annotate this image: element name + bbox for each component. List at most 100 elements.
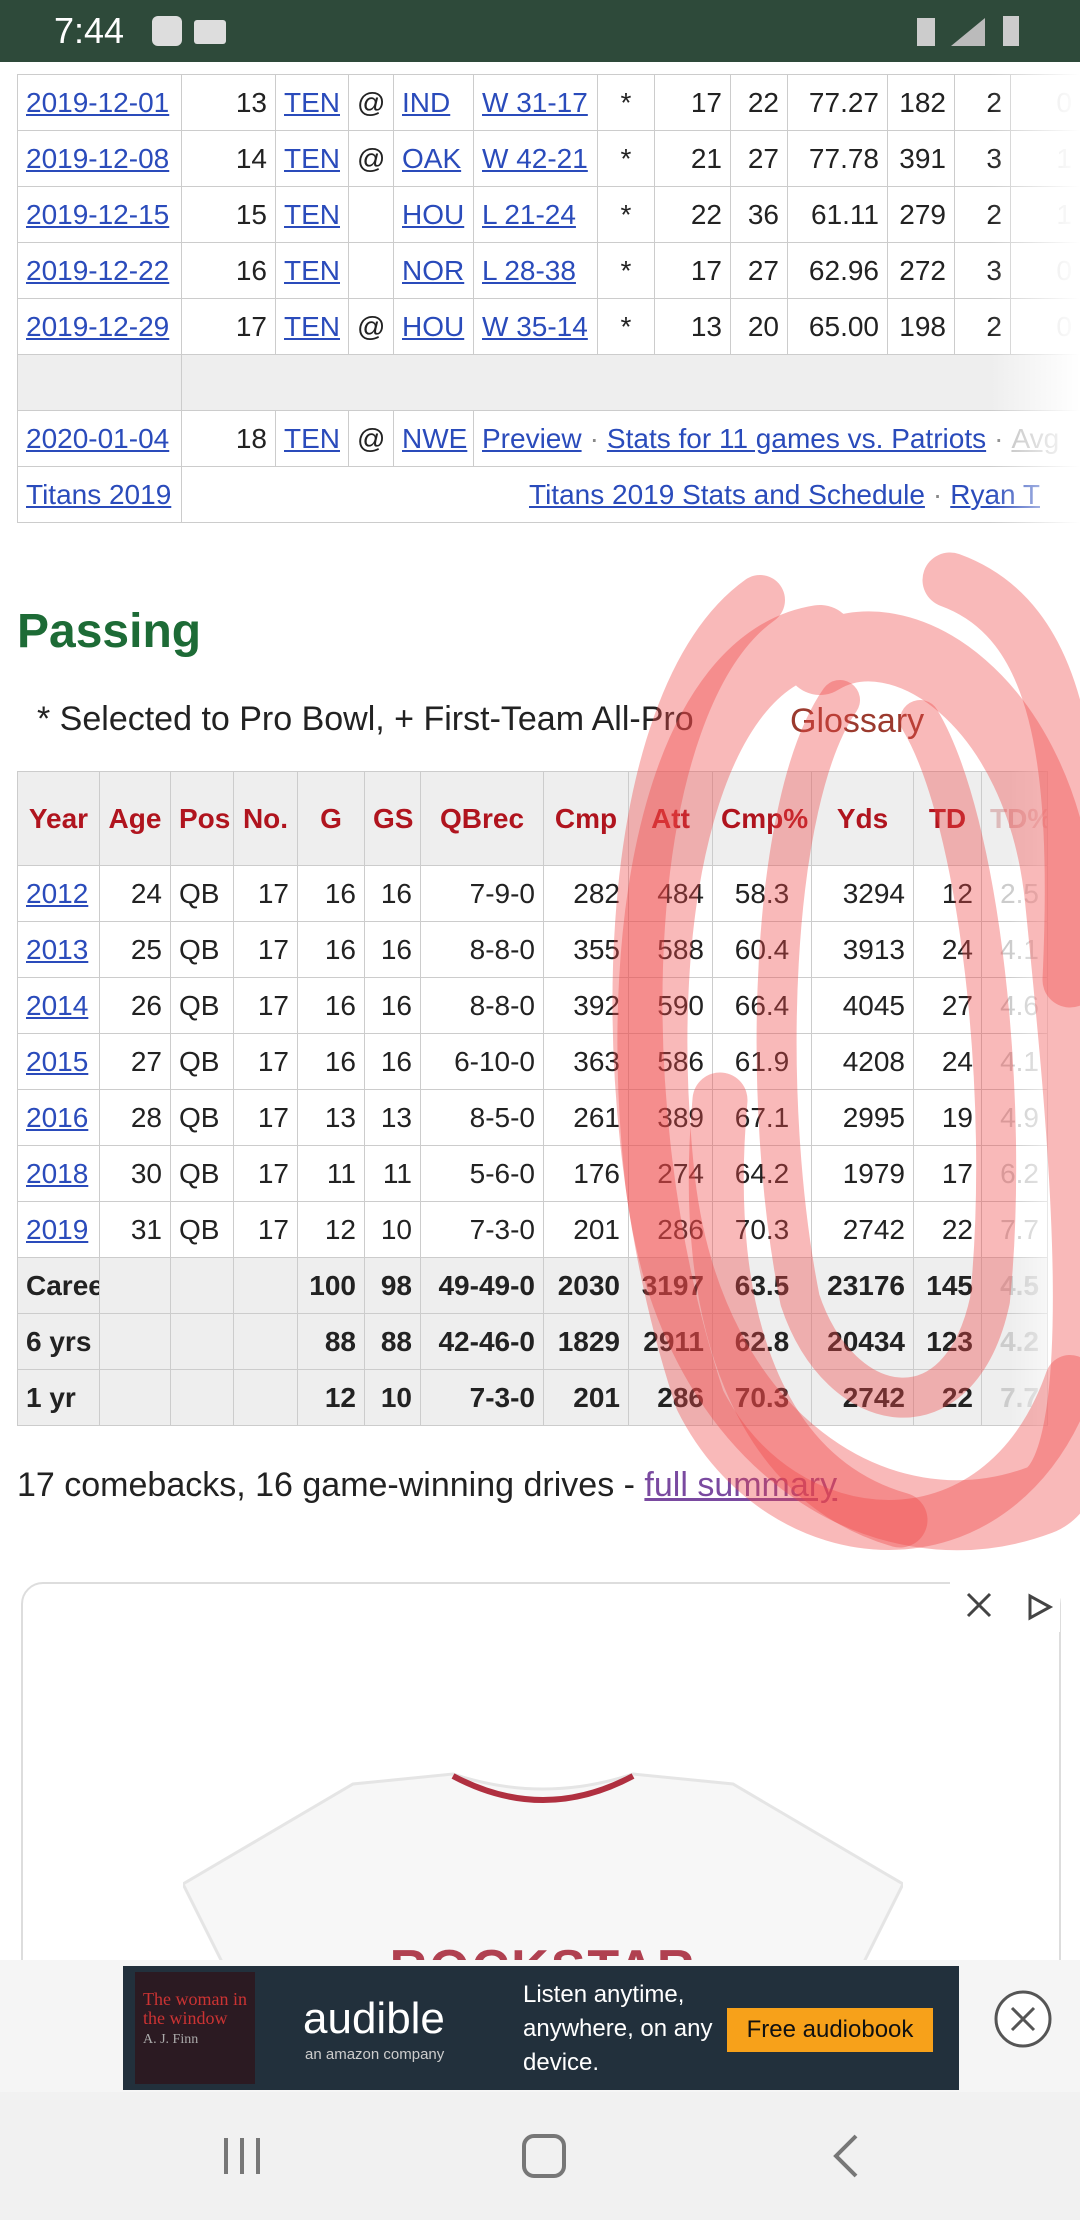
text: 16: [325, 934, 356, 965]
text: 23176: [827, 1270, 905, 1301]
text: 21: [691, 143, 722, 174]
text: 70.3: [735, 1382, 790, 1413]
link[interactable]: TEN: [284, 255, 340, 286]
cell: 20434: [812, 1314, 914, 1370]
link[interactable]: TEN: [284, 87, 340, 118]
cell: 98: [365, 1258, 421, 1314]
cell: 12: [298, 1370, 365, 1426]
cell: 70.3: [713, 1370, 812, 1426]
link[interactable]: HOU: [402, 311, 464, 342]
link[interactable]: W 42-21: [482, 143, 588, 174]
link[interactable]: 2019-12-15: [26, 199, 169, 230]
link[interactable]: L 21-24: [482, 199, 576, 230]
cell: 88: [365, 1314, 421, 1370]
link[interactable]: 2020-01-04: [26, 423, 169, 454]
cell: 17: [234, 866, 298, 922]
cell: 6 yrs: [18, 1314, 100, 1370]
header: Cmp%: [713, 772, 812, 866]
cell: TEN: [276, 75, 349, 131]
link[interactable]: IND: [402, 87, 450, 118]
text: *: [621, 255, 632, 286]
text: 77.27: [809, 87, 879, 118]
text: 16: [381, 1046, 412, 1077]
ad-controls[interactable]: [950, 1582, 1060, 1632]
header: Pos: [171, 772, 234, 866]
cell: [100, 1370, 171, 1426]
link[interactable]: TEN: [284, 311, 340, 342]
cell: 62.8: [713, 1314, 812, 1370]
text: 17: [236, 311, 267, 342]
link[interactable]: W 35-14: [482, 311, 588, 342]
cell: 590: [629, 978, 713, 1034]
text: 8-5-0: [470, 1102, 535, 1133]
link[interactable]: 2014: [26, 990, 88, 1021]
text: 7-9-0: [470, 878, 535, 909]
text: 66.4: [735, 990, 790, 1021]
text: 14: [236, 143, 267, 174]
link[interactable]: L 28-38: [482, 255, 576, 286]
glossary-link[interactable]: Glossary: [790, 702, 924, 741]
cell: 282: [544, 866, 629, 922]
summary-link[interactable]: full summary: [644, 1466, 837, 1504]
link[interactable]: 2019: [26, 1214, 88, 1245]
text: 363: [573, 1046, 620, 1077]
link[interactable]: Preview: [482, 423, 582, 454]
text: 16: [381, 990, 412, 1021]
text: 2995: [843, 1102, 905, 1133]
link[interactable]: TEN: [284, 423, 340, 454]
link[interactable]: OAK: [402, 143, 461, 174]
text: 17: [258, 1158, 289, 1189]
link[interactable]: 2015: [26, 1046, 88, 1077]
cell: 2030: [544, 1258, 629, 1314]
cell: TEN: [276, 243, 349, 299]
brand: audible: [303, 1994, 445, 2044]
link[interactable]: 2019-12-08: [26, 143, 169, 174]
cell: 13: [655, 299, 731, 355]
cell: @: [349, 131, 394, 187]
link[interactable]: NWE: [402, 423, 467, 454]
header: GS: [365, 772, 421, 866]
link[interactable]: 2012: [26, 878, 88, 909]
link[interactable]: Stats for 11 games vs. Patriots: [607, 423, 986, 454]
footer-row: Titans 2019 Titans 2019 Stats and Schedul…: [18, 467, 1080, 523]
cell: 588: [629, 922, 713, 978]
link[interactable]: 2019-12-01: [26, 87, 169, 118]
link[interactable]: TEN: [284, 199, 340, 230]
link[interactable]: Titans 2019: [26, 479, 171, 510]
link[interactable]: 2019-12-29: [26, 311, 169, 342]
ad-button[interactable]: Free audiobook: [727, 2008, 933, 2052]
link[interactable]: Titans 2019 Stats and Schedule: [529, 479, 925, 510]
cell: 17: [234, 1202, 298, 1258]
cell: QB: [171, 1202, 234, 1258]
status-bar: 7:44: [0, 0, 1080, 62]
cell: 2019-12-22: [18, 243, 182, 299]
text: 3913: [843, 934, 905, 965]
nav-bar: [0, 2092, 1080, 2220]
cell: 18: [182, 411, 276, 467]
link[interactable]: W 31-17: [482, 87, 588, 118]
cell: 355: [544, 922, 629, 978]
separator: ·: [590, 423, 599, 454]
cell: 17: [234, 1034, 298, 1090]
cell: 100: [298, 1258, 365, 1314]
text: 67.1: [735, 1102, 790, 1133]
text: QB: [179, 878, 219, 909]
link[interactable]: NOR: [402, 255, 464, 286]
cell: [234, 1370, 298, 1426]
link[interactable]: 2018: [26, 1158, 88, 1189]
banner-close[interactable]: [993, 1989, 1053, 2049]
cell: [349, 243, 394, 299]
link[interactable]: 2013: [26, 934, 88, 965]
cell: 272: [888, 243, 955, 299]
cell: 27: [731, 131, 788, 187]
cell: 1829: [544, 1314, 629, 1370]
link[interactable]: 2019-12-22: [26, 255, 169, 286]
text: 100: [309, 1270, 356, 1301]
link[interactable]: HOU: [402, 199, 464, 230]
cell: 23176: [812, 1258, 914, 1314]
text: 77.78: [809, 143, 879, 174]
link[interactable]: 2016: [26, 1102, 88, 1133]
link[interactable]: TEN: [284, 143, 340, 174]
